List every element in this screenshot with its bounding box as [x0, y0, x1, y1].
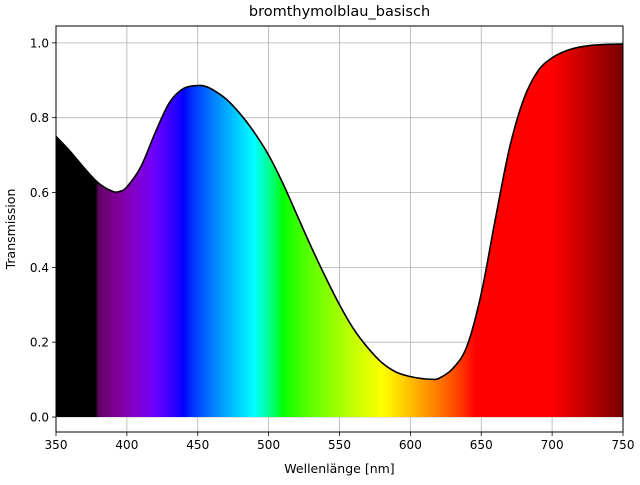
x-tick-label: 750: [612, 438, 635, 452]
x-tick-label: 500: [257, 438, 280, 452]
x-tick-label: 600: [399, 438, 422, 452]
y-axis-label: Transmission: [3, 189, 18, 271]
y-tick-label: 1.0: [30, 36, 49, 50]
x-tick-label: 650: [470, 438, 493, 452]
series-line: [55, 43, 624, 381]
x-tick-label: 350: [45, 438, 68, 452]
chart-title: bromthymolblau_basisch: [249, 4, 430, 20]
y-tick-label: 0.4: [30, 261, 49, 275]
x-axis-label: Wellenlänge [nm]: [284, 461, 394, 476]
x-tick-label: 450: [186, 438, 209, 452]
x-tick-label: 700: [541, 438, 564, 452]
x-tick-label: 550: [328, 438, 351, 452]
y-tick-label: 0.0: [30, 411, 49, 425]
ticks: 350 400 450 500 550 600 650 700 750 0.0 0.2 0.4 0.6 0…: [30, 36, 635, 452]
y-tick-label: 0.8: [30, 111, 49, 125]
x-tick-label: 400: [115, 438, 138, 452]
y-tick-label: 0.6: [30, 186, 49, 200]
y-tick-label: 0.2: [30, 336, 49, 350]
